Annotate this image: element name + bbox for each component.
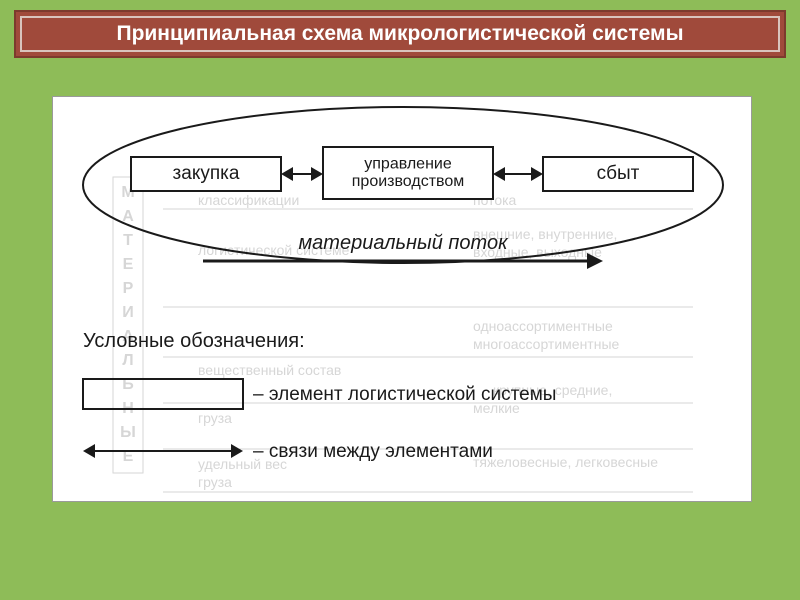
connector-production-sales [493, 167, 543, 181]
svg-text:Е: Е [123, 256, 134, 273]
svg-text:груза: груза [198, 474, 232, 490]
diagram-svg: классификациилогистической системевещест… [53, 97, 753, 503]
node-label-production: управление [364, 155, 452, 172]
node-label-sales: сбыт [597, 163, 640, 184]
svg-text:Ы: Ы [120, 424, 136, 441]
diagram-container: классификациилогистической системевещест… [52, 96, 752, 502]
svg-text:вещественный состав: вещественный состав [198, 362, 341, 378]
svg-text:Л: Л [122, 352, 133, 369]
legend-symbol-box [83, 379, 243, 409]
title-bar: Принципиальная схема микрологистической … [14, 10, 786, 58]
svg-text:одноассортиментные: одноассортиментные [473, 318, 613, 334]
svg-text:тяжеловесные, легковесные: тяжеловесные, легковесные [473, 454, 658, 470]
slide: Принципиальная схема микрологистической … [0, 0, 800, 600]
node-label-production: производством [352, 173, 464, 190]
legend-label-1: – связи между элементами [253, 441, 493, 462]
connector-purchase-production [281, 167, 323, 181]
flow-label: материальный поток [298, 232, 509, 254]
svg-text:И: И [122, 304, 134, 321]
legend-label-0: – элемент логистической системы [253, 384, 556, 405]
svg-text:классификации: классификации [198, 192, 299, 208]
node-label-purchase: закупка [173, 163, 240, 184]
svg-text:груза: груза [198, 410, 232, 426]
svg-text:многоассортиментные: многоассортиментные [473, 336, 620, 352]
title-text: Принципиальная схема микрологистической … [20, 16, 780, 52]
svg-text:Т: Т [123, 232, 133, 249]
svg-text:Р: Р [123, 280, 134, 297]
legend-title: Условные обозначения: [83, 330, 305, 352]
